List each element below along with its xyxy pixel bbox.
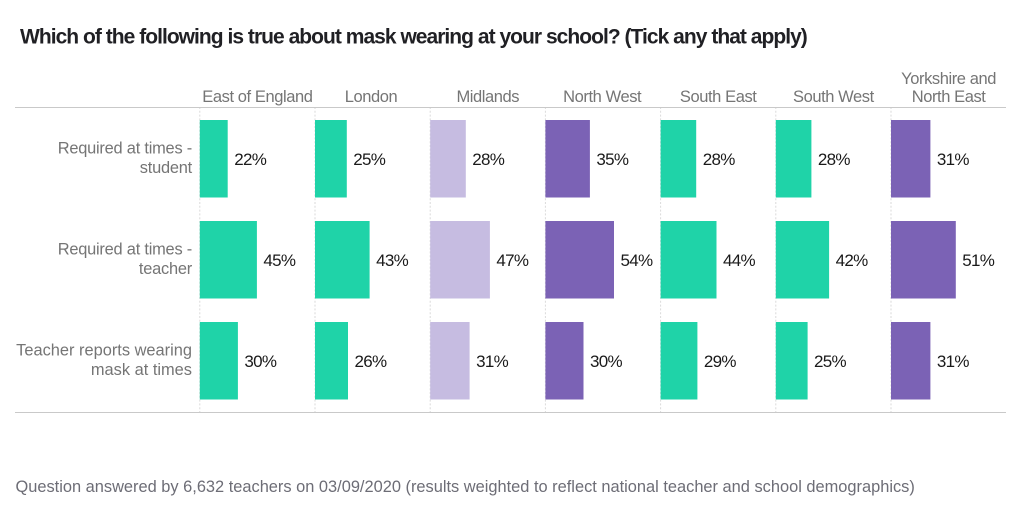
- svg-text:student: student: [140, 159, 193, 177]
- svg-text:25%: 25%: [814, 352, 847, 371]
- svg-text:North East: North East: [912, 88, 987, 106]
- svg-text:45%: 45%: [263, 251, 296, 270]
- svg-text:54%: 54%: [621, 251, 654, 270]
- svg-text:22%: 22%: [234, 150, 267, 169]
- svg-text:Midlands: Midlands: [456, 88, 519, 106]
- svg-text:31%: 31%: [937, 150, 970, 169]
- svg-text:29%: 29%: [704, 352, 737, 371]
- svg-text:44%: 44%: [723, 251, 756, 270]
- svg-text:26%: 26%: [355, 352, 388, 371]
- svg-text:28%: 28%: [818, 150, 851, 169]
- svg-text:Yorkshire and: Yorkshire and: [901, 70, 996, 88]
- svg-text:35%: 35%: [596, 150, 629, 169]
- svg-text:30%: 30%: [244, 352, 277, 371]
- svg-text:42%: 42%: [836, 251, 869, 270]
- svg-text:Question answered by 6,632 tea: Question answered by 6,632 teachers on 0…: [16, 478, 915, 496]
- svg-text:47%: 47%: [496, 251, 529, 270]
- svg-text:London: London: [345, 88, 398, 106]
- svg-text:Which of the following is true: Which of the following is true about mas…: [20, 26, 807, 49]
- svg-text:Teacher reports wearing: Teacher reports wearing: [16, 342, 192, 360]
- svg-text:South East: South East: [680, 88, 757, 106]
- svg-text:28%: 28%: [472, 150, 505, 169]
- svg-text:teacher: teacher: [139, 260, 193, 278]
- svg-text:East of England: East of England: [202, 88, 312, 106]
- svg-text:30%: 30%: [590, 352, 623, 371]
- svg-text:Required at times -: Required at times -: [58, 140, 192, 158]
- svg-text:31%: 31%: [937, 352, 970, 371]
- svg-text:North West: North West: [563, 88, 642, 106]
- svg-text:51%: 51%: [962, 251, 995, 270]
- svg-text:25%: 25%: [353, 150, 386, 169]
- svg-text:mask at times: mask at times: [91, 361, 192, 379]
- svg-text:43%: 43%: [376, 251, 409, 270]
- svg-text:Required at times -: Required at times -: [58, 241, 192, 259]
- svg-text:28%: 28%: [703, 150, 736, 169]
- svg-text:South West: South West: [793, 88, 875, 106]
- svg-text:31%: 31%: [476, 352, 509, 371]
